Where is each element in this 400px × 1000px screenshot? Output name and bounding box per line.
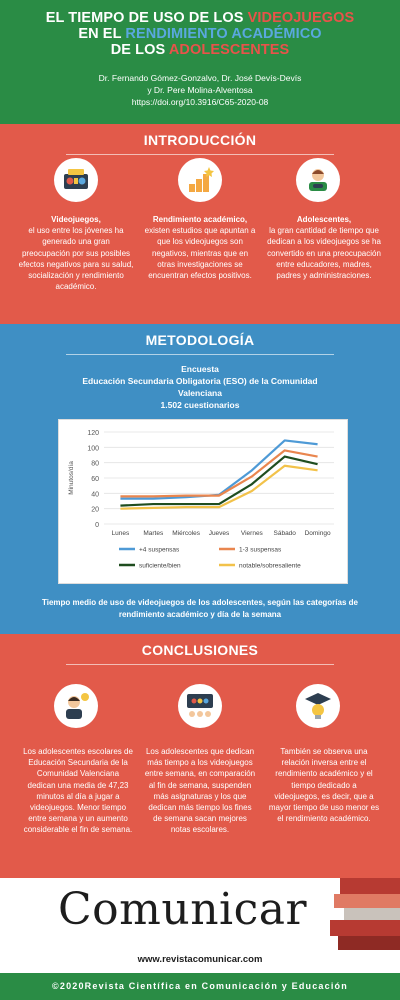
x-tick-label: Viernes (241, 530, 264, 537)
series-line (120, 439, 318, 500)
intro-col-adolescentes: Adolescentes, la gran cantidad de tiempo… (266, 214, 382, 281)
x-tick-label: Martes (143, 530, 164, 537)
classroom-screen-icon (178, 684, 222, 728)
conclusions-title: CONCLUSIONES (141, 642, 259, 658)
logo-area: Comunicar www.revistacomunicar.com (0, 878, 400, 973)
legend-entry: 1-3 suspensas (239, 547, 282, 554)
title-highlight-rendimiento: RENDIMIENTO ACADÉMICO (125, 26, 322, 42)
teen-gamer-icon (296, 158, 340, 202)
methodology-divider (66, 354, 334, 355)
footer-copyright: ©2020Revista Científica en Comunicación … (0, 973, 400, 1000)
title-line-3: DE LOS (110, 42, 169, 58)
conclusion-1: Los adolescentes escolares de Educación … (23, 747, 133, 835)
methodology-line-2: Educación Secundaria Obligatoria (ESO) d… (82, 376, 318, 386)
x-tick-label: Jueves (209, 530, 230, 537)
series-line (120, 455, 318, 507)
x-tick-label: Miércoles (172, 530, 201, 537)
methodology-line-4: 1.502 cuestionarios (160, 400, 240, 410)
methodology-line-3: Valenciana (178, 388, 222, 398)
x-tick-label: Lunes (112, 530, 130, 537)
title-line-1: EL TIEMPO DE USO DE LOS (45, 10, 248, 26)
growth-stairs-star-icon (178, 158, 222, 202)
header: EL TIEMPO DE USO DE LOS VIDEOJUEGOS EN E… (0, 0, 400, 124)
books-decoration (330, 878, 400, 973)
conclusion-2: Los adolescentes que dedican más tiempo … (144, 747, 256, 835)
methodology-line-1: Encuesta (181, 364, 219, 374)
methodology-details: Encuesta Educación Secundaria Obligatori… (0, 363, 400, 411)
series-line (120, 449, 318, 498)
title-line-2: EN EL (78, 26, 126, 42)
legend-entry: +4 suspensas (139, 547, 180, 554)
y-axis-label: Minutos/día (68, 461, 75, 495)
intro-text-rendimiento: existen estudios que apuntan a que los v… (144, 226, 256, 281)
doi-link[interactable]: https://doi.org/10.3916/C65-2020-08 (131, 97, 269, 107)
x-tick-label: Sábado (274, 530, 297, 537)
intro-divider (66, 154, 334, 155)
chart-caption: Tiempo medio de uso de videojuegos de lo… (42, 598, 358, 619)
game-console-icon (54, 158, 98, 202)
authors-line-2: y Dr. Pere Molina-Alventosa (147, 85, 253, 95)
conclusions-section: CONCLUSIONES (0, 634, 400, 878)
y-tick-label: 0 (95, 522, 99, 529)
website-link[interactable]: www.revistacomunicar.com (137, 954, 263, 965)
chart-svg: 0 20 40 60 80 100 120 Minutos/día Lunes Martes Mié… (68, 430, 334, 570)
title-highlight-videojuegos: VIDEOJUEGOS (247, 10, 355, 26)
x-tick-label: Domingo (305, 530, 331, 537)
y-tick-label: 60 (91, 476, 99, 483)
y-tick-label: 40 (91, 491, 99, 498)
line-chart: 0 20 40 60 80 100 120 Minutos/día Lunes Martes Mié… (58, 419, 348, 584)
graduation-bulb-icon (296, 684, 340, 728)
intro-heading-rendimiento: Rendimiento académico, (152, 215, 248, 224)
conclusion-3: También se observa una relación inversa … (268, 747, 380, 824)
intro-text-adolescentes: la gran cantidad de tiempo que dedican a… (267, 226, 381, 281)
authors: Dr. Fernando Gómez-Gonzalvo, Dr. José De… (0, 72, 400, 108)
page-title: EL TIEMPO DE USO DE LOS VIDEOJUEGOS EN E… (0, 0, 400, 58)
authors-line-1: Dr. Fernando Gómez-Gonzalvo, Dr. José De… (98, 73, 302, 83)
y-tick-label: 100 (87, 445, 99, 452)
title-highlight-adolescentes: ADOLESCENTES (168, 42, 290, 58)
methodology-title: METODOLOGÍA (145, 332, 255, 348)
conclusions-divider (66, 664, 334, 665)
legend-entry: suficiente/bien (139, 563, 181, 570)
y-tick-label: 80 (91, 461, 99, 468)
series-line (120, 464, 318, 510)
methodology-section: METODOLOGÍA Encuesta Educación Secundari… (0, 324, 400, 634)
intro-heading-adolescentes: Adolescentes, (296, 215, 352, 224)
intro-col-videojuegos: Videojuegos, el uso entre los jóvenes ha… (18, 214, 134, 292)
intro-heading-videojuegos: Videojuegos, (51, 215, 101, 224)
legend-entry: notable/sobresaliente (239, 563, 301, 570)
intro-text-videojuegos: el uso entre los jóvenes ha generado una… (18, 226, 134, 292)
student-idea-icon (54, 684, 98, 728)
intro-section: INTRODUCCIÓN (0, 124, 400, 324)
intro-col-rendimiento: Rendimiento académico, existen estudios … (142, 214, 258, 281)
intro-title: INTRODUCCIÓN (143, 132, 257, 148)
y-tick-label: 120 (87, 430, 99, 437)
y-tick-label: 20 (91, 507, 99, 514)
comunicar-logo: Comunicar (58, 884, 308, 935)
